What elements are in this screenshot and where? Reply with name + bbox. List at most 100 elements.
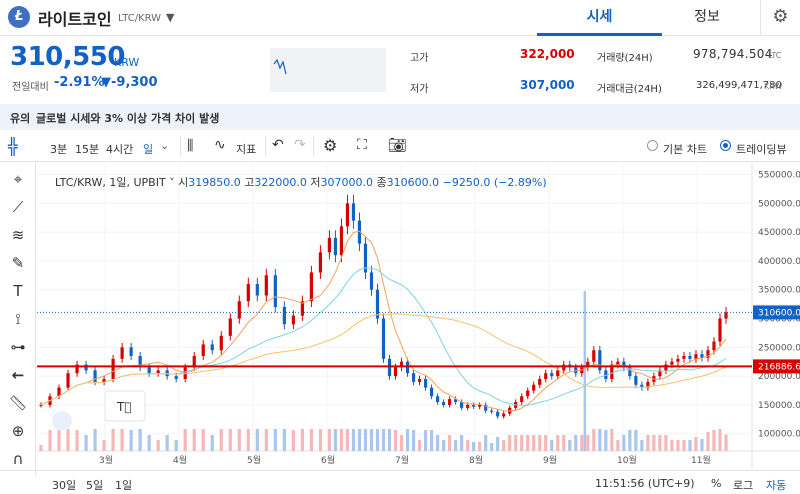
candle-body bbox=[556, 370, 560, 377]
candle-body bbox=[472, 404, 476, 407]
x-tick-label: 8월 bbox=[469, 454, 483, 466]
radio-tradingview[interactable] bbox=[720, 140, 731, 151]
chart-toolbar bbox=[0, 132, 800, 162]
volume-bar bbox=[120, 429, 124, 451]
candle-body bbox=[156, 370, 160, 374]
range-5d[interactable]: 5일 bbox=[86, 479, 104, 492]
y-tick-label: 500000.0 bbox=[758, 199, 800, 209]
volume-bar bbox=[616, 440, 620, 451]
undo-icon[interactable]: ↶ bbox=[272, 137, 284, 153]
volume-bar bbox=[339, 429, 344, 451]
candle-body bbox=[387, 358, 392, 377]
zoom-in-icon[interactable]: ⊕ bbox=[11, 422, 25, 440]
cursor-icon[interactable]: ⌖ bbox=[13, 170, 23, 188]
coin-code[interactable]: LTC/KRW bbox=[118, 13, 162, 24]
volume-bar bbox=[165, 435, 169, 451]
tradingview-label[interactable]: 트레이딩뷰 bbox=[736, 143, 787, 156]
interval-4h[interactable]: 4시간 bbox=[106, 143, 134, 156]
auto-toggle[interactable]: 자동 bbox=[766, 479, 787, 492]
volume-bar bbox=[706, 432, 710, 451]
volume-bar bbox=[300, 429, 304, 451]
basic-chart-label[interactable]: 기본 차트 bbox=[663, 143, 707, 156]
chevron-down-icon[interactable]: ˅ bbox=[169, 176, 175, 189]
volume-bar bbox=[664, 435, 668, 451]
range-1d[interactable]: 1일 bbox=[115, 479, 133, 492]
camera-icon[interactable]: 📷︎ bbox=[388, 136, 408, 154]
chevron-down-icon[interactable]: ⌄ bbox=[160, 139, 170, 152]
candle-body bbox=[544, 373, 548, 379]
candle-type-icon[interactable]: ⫼ bbox=[187, 138, 194, 154]
volume-label: 거래량(24H) bbox=[597, 53, 653, 64]
x-tick-label: 10월 bbox=[617, 454, 637, 466]
volume-bar bbox=[273, 429, 277, 451]
header-bar bbox=[0, 0, 800, 36]
volume-bar bbox=[502, 440, 506, 451]
clock: 11:51:56 (UTC+9) bbox=[595, 477, 695, 490]
ruler-icon[interactable]: 📏︎ bbox=[8, 394, 28, 412]
legend-low: 307000.0 bbox=[320, 176, 374, 189]
candle-body bbox=[405, 361, 410, 374]
volume-bar bbox=[147, 435, 151, 451]
candle-body bbox=[39, 404, 43, 406]
support-price-label: 216886.6 bbox=[758, 362, 800, 372]
volume-bar bbox=[520, 435, 524, 451]
volume-bar bbox=[219, 429, 223, 451]
candle-body bbox=[628, 367, 632, 377]
gear-icon[interactable]: ⚙ bbox=[760, 0, 800, 36]
pattern-icon[interactable]: ⟟ bbox=[15, 310, 21, 328]
candle-body bbox=[598, 350, 602, 371]
candle-body bbox=[538, 379, 542, 385]
volume-bar bbox=[441, 440, 446, 451]
legend-symbol[interactable]: LTC/KRW, 1일, UPBIT bbox=[55, 176, 166, 189]
interval-1d[interactable]: 일 bbox=[143, 143, 154, 156]
volume-bar bbox=[111, 429, 115, 451]
chevron-down-icon[interactable]: ▼ bbox=[166, 11, 175, 24]
y-tick-label: 450000.0 bbox=[758, 228, 800, 238]
interval-15m[interactable]: 15분 bbox=[75, 143, 100, 156]
magnet-icon[interactable]: ∩ bbox=[12, 450, 24, 468]
volume-bar bbox=[318, 429, 323, 451]
legend-high-label: 고 bbox=[244, 176, 255, 189]
candle-body bbox=[592, 350, 596, 362]
volume-bar bbox=[327, 429, 332, 451]
volume-spike-bar bbox=[583, 291, 586, 451]
indicator-button[interactable]: 지표 bbox=[236, 143, 257, 156]
candle-body bbox=[381, 318, 386, 359]
volume-bar bbox=[66, 429, 70, 451]
candle-body bbox=[616, 361, 620, 365]
indicator-icon[interactable]: ∿ bbox=[214, 137, 226, 153]
text-icon[interactable]: T bbox=[13, 282, 23, 300]
price-chart[interactable]: 550000.0 500000.0 450000.0 400000.0 350000.0… bbox=[37, 163, 800, 469]
tab-market[interactable]: 시세 bbox=[537, 0, 662, 36]
candle-body bbox=[201, 344, 205, 356]
candle-body bbox=[441, 402, 446, 405]
tab-info[interactable]: 정보 bbox=[694, 9, 720, 25]
coin-name[interactable]: 라이트코인 bbox=[38, 10, 112, 29]
volume-bar bbox=[399, 435, 404, 451]
redo-icon[interactable]: ↷ bbox=[294, 137, 306, 153]
x-tick-label: 9월 bbox=[543, 454, 557, 466]
volume-bar bbox=[622, 435, 626, 451]
volume-bar bbox=[652, 435, 656, 451]
radio-basic-chart[interactable] bbox=[647, 140, 658, 151]
trendline-icon[interactable]: ⟋ bbox=[12, 198, 24, 216]
candle-body bbox=[526, 390, 530, 397]
fullscreen-icon[interactable]: ⛶ bbox=[357, 137, 367, 153]
log-toggle[interactable]: 로그 bbox=[733, 479, 754, 492]
gear-icon[interactable]: ⚙ bbox=[323, 136, 338, 155]
brush-icon[interactable]: ✎ bbox=[11, 254, 25, 272]
fib-icon[interactable]: ≋ bbox=[11, 226, 25, 244]
measure-icon[interactable]: ⊶ bbox=[10, 338, 26, 356]
candle-body bbox=[484, 404, 488, 411]
arrow-left-icon[interactable]: ← bbox=[11, 366, 25, 384]
interval-3m[interactable]: 3분 bbox=[50, 143, 68, 156]
crosshair-icon[interactable]: ╬ bbox=[8, 137, 18, 156]
percent-toggle[interactable]: % bbox=[711, 477, 722, 490]
candle-body bbox=[634, 376, 638, 385]
volume-bar bbox=[562, 435, 566, 451]
legend-change: −9250.0 (−2.89%) bbox=[442, 176, 547, 189]
sparkline-line bbox=[273, 58, 287, 75]
range-30d[interactable]: 30일 bbox=[52, 479, 77, 492]
volume-value: 978,794.504 bbox=[693, 47, 773, 61]
x-tick-label: 3월 bbox=[99, 454, 113, 466]
